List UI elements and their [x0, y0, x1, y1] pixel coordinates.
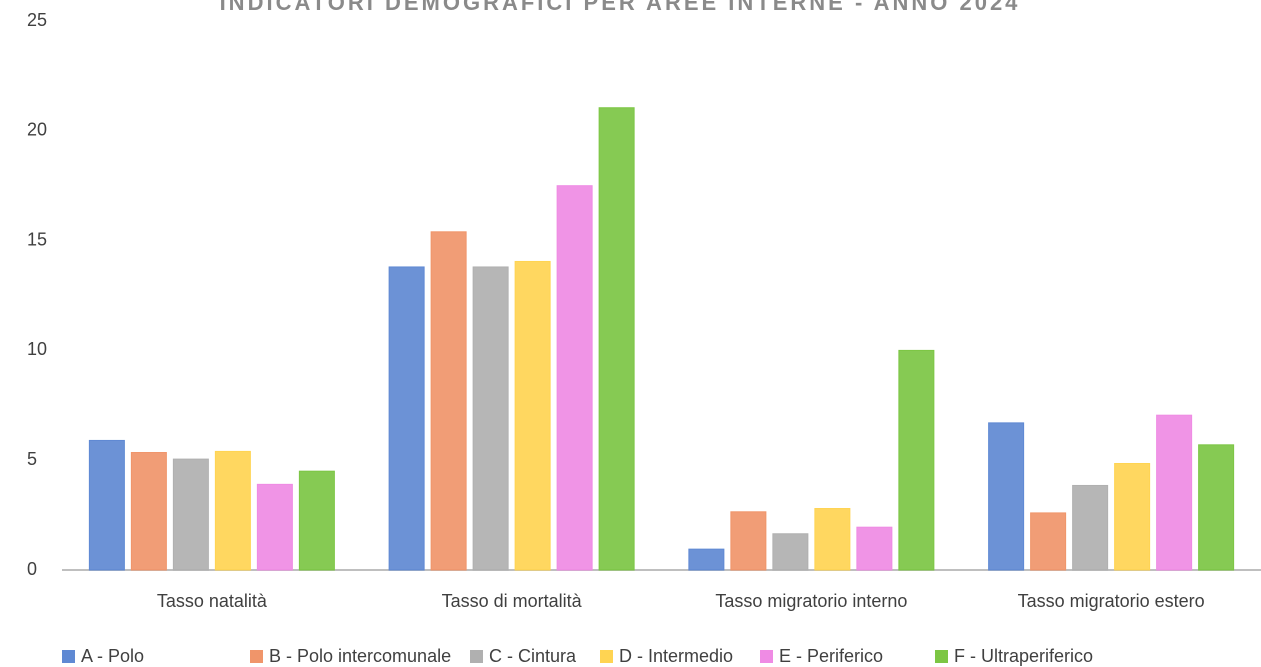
bar: [214, 450, 251, 571]
legend-label: B - Polo intercomunale: [269, 646, 451, 666]
bar: [772, 533, 809, 571]
bar: [472, 266, 509, 571]
bar: [172, 458, 209, 571]
legend-swatch: [935, 650, 948, 663]
bar: [388, 266, 425, 571]
bar: [1114, 462, 1151, 571]
bar: [730, 511, 767, 571]
bar: [514, 260, 551, 571]
legend-swatch: [760, 650, 773, 663]
legend-swatch: [62, 650, 75, 663]
bar: [856, 526, 893, 571]
x-tick-label: Tasso di mortalità: [442, 591, 583, 611]
bar: [88, 439, 125, 571]
bar: [130, 452, 167, 571]
bar: [430, 231, 467, 571]
y-tick-label: 0: [27, 559, 37, 579]
legend-label: F - Ultraperiferico: [954, 646, 1093, 666]
bar: [1156, 414, 1193, 571]
legend-swatch: [470, 650, 483, 663]
bar: [814, 508, 851, 571]
chart-title: INDICATORI DEMOGRAFICI PER AREE INTERNE …: [220, 0, 1021, 15]
y-tick-label: 5: [27, 449, 37, 469]
y-tick-label: 25: [27, 10, 47, 30]
y-tick-label: 20: [27, 120, 47, 140]
bar: [988, 422, 1025, 571]
bar: [556, 185, 593, 571]
bar: [298, 470, 335, 571]
x-tick-label: Tasso migratorio estero: [1018, 591, 1205, 611]
y-tick-label: 15: [27, 229, 47, 249]
bar: [256, 483, 293, 571]
x-tick-label: Tasso natalità: [157, 591, 268, 611]
legend-label: A - Polo: [81, 646, 144, 666]
legend-label: E - Periferico: [779, 646, 883, 666]
bar: [598, 107, 635, 571]
bar: [1198, 444, 1235, 571]
x-tick-label: Tasso migratorio interno: [715, 591, 907, 611]
bar: [898, 349, 935, 571]
bar: [688, 548, 725, 571]
bar: [1072, 484, 1109, 571]
bar: [1030, 512, 1067, 571]
legend-label: C - Cintura: [489, 646, 577, 666]
legend-label: D - Intermedio: [619, 646, 733, 666]
y-tick-label: 10: [27, 339, 47, 359]
legend-swatch: [250, 650, 263, 663]
legend-swatch: [600, 650, 613, 663]
